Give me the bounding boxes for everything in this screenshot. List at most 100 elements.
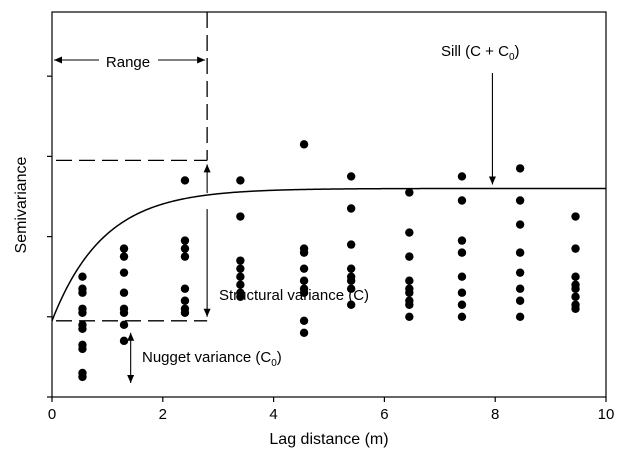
structural-arrow-bottom-head [203,308,211,317]
x-axis-label: Lag distance (m) [269,431,388,448]
data-point-6-6 [405,252,414,261]
nugget-variance-label: Nugget variance (C0) [142,349,282,369]
range-arrow-left-head [54,56,62,64]
data-point-3-4 [236,264,245,273]
data-point-1-3 [119,304,129,313]
x-tick-label-2: 4 [269,406,277,423]
sill-label-close: ) [515,43,520,60]
x-tick-label-0: 0 [48,406,56,423]
data-point-4-1 [299,316,309,326]
data-point-8-7 [515,164,525,173]
sill-arrow-head [488,176,496,185]
data-point-4-0 [299,328,309,338]
data-point-3-2 [236,280,245,289]
x-tick-label-1: 2 [159,406,167,423]
data-point-8-1 [515,296,525,305]
data-point-4-7 [299,244,309,253]
data-point-9-4 [571,280,580,289]
axes [47,11,607,402]
x-tick-labels: 0 2 4 6 8 10 [48,406,615,423]
nugget-label-main: Nugget variance (C [142,349,271,366]
data-point-7-1 [457,300,467,309]
data-point-4-4 [299,276,309,285]
nugget-arrow-bottom-head [127,375,135,383]
data-point-3-7 [236,176,245,185]
data-point-2-2 [180,296,190,305]
data-point-4-5 [299,264,309,273]
range-arrow-right-head [197,56,206,64]
data-point-6-2 [405,296,414,305]
data-point-6-0 [405,312,414,321]
data-point-5-4 [346,264,356,273]
data-point-0-1 [78,368,87,378]
data-point-8-0 [515,312,525,321]
data-point-0-9 [78,284,87,293]
data-point-7-3 [457,272,467,281]
data-point-9-1 [571,300,580,309]
data-point-4-3 [299,284,309,293]
data-point-5-7 [346,172,356,181]
data-point-1-6 [119,252,129,261]
data-point-2-3 [180,284,190,293]
data-point-1-5 [119,268,129,277]
data-point-1-4 [119,288,129,297]
data-point-7-2 [457,288,467,297]
data-point-4-8 [299,140,309,149]
x-tick-label-3: 6 [380,406,388,423]
data-point-2-1 [180,304,190,313]
nugget-arrow-top-head [127,332,135,341]
data-point-5-5 [346,240,356,249]
data-point-8-3 [515,268,525,277]
data-point-3-1 [236,288,245,297]
x-tick-label-5: 10 [598,406,615,423]
sill-label-subscript: 0 [509,52,515,63]
data-point-8-4 [515,248,525,257]
data-points [78,140,580,382]
data-point-0-7 [78,304,87,313]
data-point-9-7 [571,212,580,221]
sill-label: Sill (C + C0) [441,43,520,63]
data-point-0-10 [78,272,87,281]
sill-label-main: Sill (C + C [441,43,509,60]
data-point-6-8 [405,188,414,197]
plot-frame [51,11,607,398]
x-tick-label-4: 8 [491,406,499,423]
range-label: Range [106,54,150,71]
data-point-9-5 [571,272,580,281]
data-point-1-1 [119,320,129,330]
data-point-0-3 [78,340,87,350]
y-axis-label: Semivariance [13,156,30,253]
data-point-9-6 [571,244,580,253]
model-curve [51,187,606,322]
data-point-2-5 [180,244,190,253]
data-point-7-5 [457,236,467,245]
data-point-5-6 [346,204,356,213]
data-point-5-3 [346,272,356,281]
data-point-6-4 [405,284,414,293]
data-point-1-0 [119,336,129,346]
data-point-7-0 [457,312,467,321]
nugget-label-subscript: 0 [271,358,277,369]
data-point-0-5 [78,320,87,330]
data-point-8-2 [515,284,525,293]
data-point-8-6 [515,196,525,205]
data-point-5-0 [346,300,356,309]
data-point-9-2 [571,292,580,301]
structural-arrow-top-head [203,164,211,173]
data-point-7-6 [457,196,467,205]
data-point-8-5 [515,220,525,229]
data-point-3-6 [236,212,245,221]
data-point-2-7 [180,176,190,185]
data-point-6-7 [405,228,414,237]
data-point-3-5 [236,256,245,265]
data-point-2-6 [180,236,190,245]
structural-variance-label: Structural variance (C) [219,287,369,304]
data-point-1-7 [119,244,129,253]
nugget-label-close: ) [277,349,282,366]
data-point-7-4 [457,248,467,257]
data-point-7-7 [457,172,467,181]
annotation-guides [54,12,496,383]
data-point-3-3 [236,272,245,281]
data-point-5-1 [346,284,356,293]
data-point-6-5 [405,276,414,285]
